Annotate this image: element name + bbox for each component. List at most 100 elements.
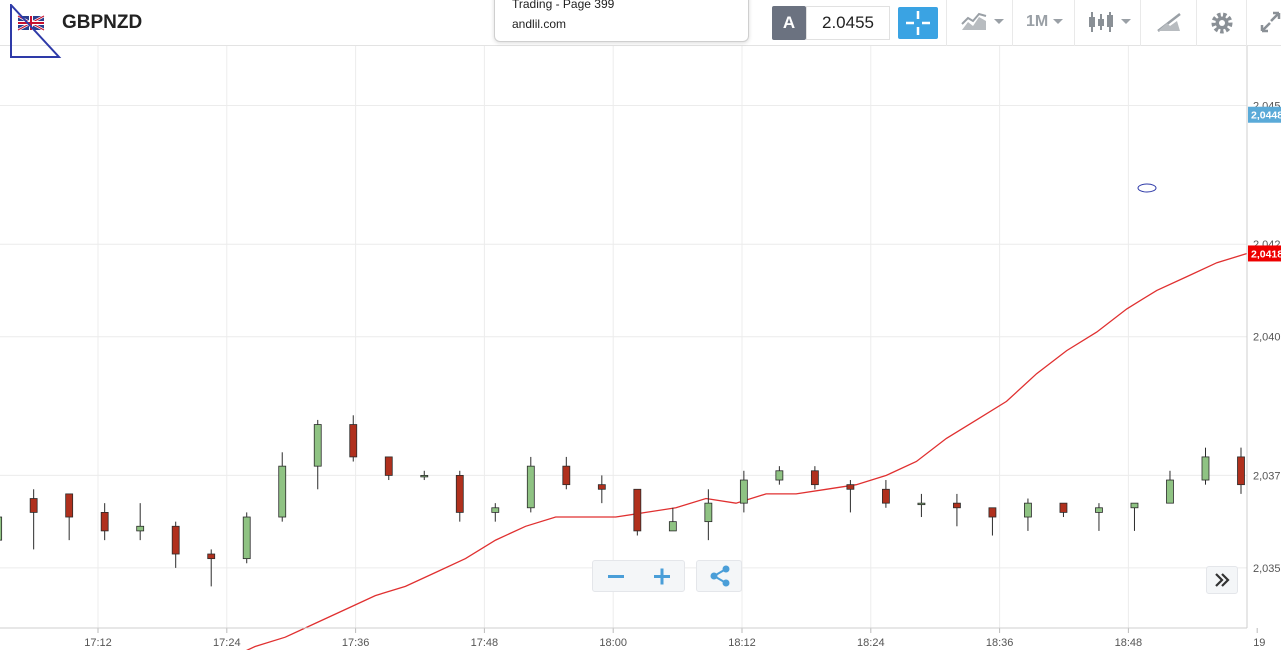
candle-body xyxy=(455,475,464,513)
candle-body xyxy=(668,521,677,532)
zoom-in-button[interactable] xyxy=(639,561,685,591)
candle-up xyxy=(491,503,500,522)
scroll-to-latest-button[interactable] xyxy=(1206,566,1238,594)
candle-body xyxy=(739,479,748,504)
x-tick-label: 19 xyxy=(1253,637,1265,649)
candle-body xyxy=(0,516,3,541)
candle-up xyxy=(242,512,251,564)
page-tooltip: Trading - Page 399 andlil.com xyxy=(494,0,749,42)
x-tick-label: 17:24 xyxy=(213,637,241,649)
candle-body xyxy=(597,484,606,490)
cursor-marker xyxy=(1137,183,1157,193)
x-tick-label: 18:12 xyxy=(728,637,756,649)
x-tick-label: 17:36 xyxy=(342,637,370,649)
candle-body xyxy=(207,553,216,560)
candle-up xyxy=(313,419,322,490)
interval-dropdown[interactable]: 1M xyxy=(1012,0,1075,46)
candle-body xyxy=(136,525,145,532)
candle-body xyxy=(29,498,38,513)
y-tick-label: 2,037 xyxy=(1253,470,1281,482)
y-tick-label: 2,035 xyxy=(1253,563,1281,575)
candle-body xyxy=(1059,502,1068,513)
candle-down xyxy=(207,549,216,587)
candle-down xyxy=(384,456,393,481)
candle-up xyxy=(917,493,926,518)
expand-button[interactable] xyxy=(1246,0,1281,46)
candle-down xyxy=(988,507,997,536)
candle-body xyxy=(775,470,784,481)
candle-down xyxy=(633,488,642,536)
last-price-label: 2,0448 xyxy=(1251,110,1281,122)
share-button[interactable] xyxy=(696,560,742,592)
candle-body xyxy=(349,424,358,458)
candle-down xyxy=(846,480,855,513)
candle-up xyxy=(1024,498,1032,531)
zoom-out-button[interactable] xyxy=(593,561,639,591)
crosshair-button[interactable] xyxy=(898,7,938,39)
moving-average-layer xyxy=(245,252,1248,650)
last-price-badge xyxy=(1248,106,1281,123)
candle-up xyxy=(420,470,429,481)
moving-average-line xyxy=(245,252,1248,650)
ask-price[interactable]: 2.0455 xyxy=(806,6,890,40)
candle-up xyxy=(0,516,3,541)
candle-body xyxy=(1237,456,1245,486)
candle-body xyxy=(491,507,500,513)
candle-body xyxy=(988,507,997,518)
minus-icon xyxy=(608,575,624,578)
x-tick-label: 17:12 xyxy=(84,637,112,649)
candle-down xyxy=(597,475,606,504)
chevron-down-icon xyxy=(994,19,1004,24)
candle-up xyxy=(136,503,145,541)
candle-down xyxy=(953,493,961,527)
candle-style-button[interactable] xyxy=(1074,0,1141,46)
candle-up xyxy=(278,452,287,522)
candle-down xyxy=(349,415,358,462)
candle-down xyxy=(65,493,74,541)
candle-body xyxy=(953,502,961,509)
candle-body xyxy=(633,488,642,532)
double-chevron-right-icon xyxy=(1215,573,1230,587)
uk-nz-flag-icon xyxy=(10,4,62,58)
chart-type-button[interactable] xyxy=(946,0,1013,46)
candle-body xyxy=(1201,456,1210,481)
candle-body xyxy=(882,488,890,504)
interval-label: 1M xyxy=(1026,13,1049,30)
candle-body xyxy=(384,456,393,476)
candles-layer xyxy=(0,415,1245,587)
y-tick-label: 2,040 xyxy=(1253,332,1281,344)
candle-body xyxy=(1095,507,1103,513)
candle-down xyxy=(810,466,819,490)
candle-down xyxy=(171,521,180,568)
tooltip-title: Trading - Page 399 xyxy=(512,0,615,11)
gear-icon xyxy=(1211,12,1233,34)
candle-body xyxy=(65,493,74,518)
candle-body xyxy=(1024,502,1032,518)
x-tick-label: 18:24 xyxy=(857,637,885,649)
candle-body xyxy=(810,470,819,486)
candle-body xyxy=(171,525,180,555)
candle-up xyxy=(704,489,713,541)
candle-up xyxy=(775,466,784,485)
x-tick-label: 18:36 xyxy=(986,637,1014,649)
drawing-tools-button[interactable] xyxy=(1140,0,1197,46)
candle-down xyxy=(882,480,890,508)
candle-body xyxy=(278,465,287,518)
candle-down xyxy=(100,503,109,541)
instrument-symbol[interactable]: GBPNZD xyxy=(62,12,143,33)
candle-body xyxy=(242,516,251,560)
candle-body xyxy=(704,502,713,523)
settings-button[interactable] xyxy=(1196,0,1247,46)
candle-up xyxy=(1201,447,1210,485)
candle-down xyxy=(562,456,571,490)
x-tick-label: 17:48 xyxy=(471,637,499,649)
candle-up xyxy=(526,456,535,513)
zoom-controls xyxy=(592,560,685,592)
ask-label[interactable]: A xyxy=(772,6,806,40)
expand-icon xyxy=(1260,11,1281,33)
candle-up xyxy=(1095,503,1103,531)
candle-down xyxy=(29,489,38,550)
ma-price-badge xyxy=(1248,245,1281,262)
